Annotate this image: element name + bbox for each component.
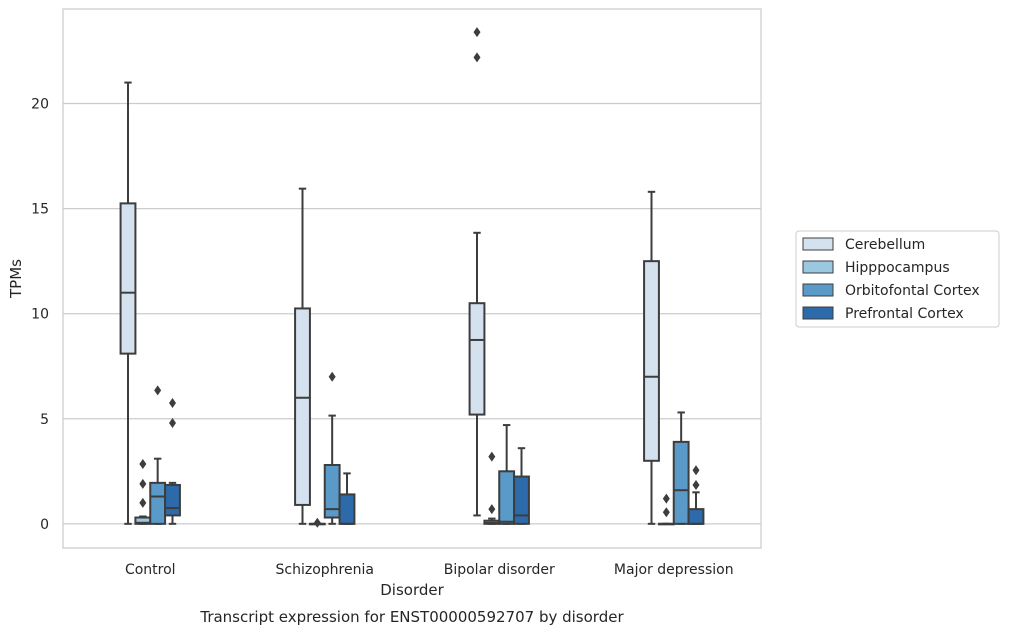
plot-frame [62, 8, 762, 549]
outlier-point [168, 417, 176, 428]
outlier-point [662, 507, 670, 518]
box-prefrontal-cortex [164, 398, 181, 525]
legend-swatch [802, 260, 834, 274]
iqr-box [323, 463, 341, 519]
box-orbitofontal-cortex [672, 411, 690, 525]
iqr-box [643, 260, 660, 462]
outlier-point [168, 398, 176, 409]
x-tick-label: Control [125, 562, 176, 578]
outlier-point [139, 478, 147, 489]
box-prefrontal-cortex [687, 465, 705, 525]
y-tick-label: 20 [31, 97, 49, 113]
iqr-box [513, 475, 530, 525]
x-tick-label: Major depression [614, 562, 734, 578]
y-tick-label: 0 [40, 517, 49, 533]
iqr-box [164, 483, 181, 517]
x-tick-label: Schizophrenia [276, 562, 374, 578]
iqr-box [119, 202, 137, 355]
box-hipppocampus [134, 458, 152, 525]
y-axis-label: TPMs [7, 259, 25, 299]
iqr-box [294, 307, 311, 506]
y-tick-labels: 0 5 10 15 20 [31, 97, 49, 533]
box-cerebellum [643, 190, 660, 525]
iqr-box [338, 493, 356, 525]
legend-frame [795, 230, 1000, 328]
x-tick-label: Bipolar disorder [444, 562, 555, 578]
outlier-point [473, 27, 481, 38]
iqr-box [687, 508, 705, 525]
box-orbitofontal-cortex [323, 371, 341, 525]
box-prefrontal-cortex [338, 472, 356, 525]
outlier-point [139, 497, 147, 508]
outlier-point [154, 385, 162, 396]
legend-swatch [802, 283, 834, 297]
box-orbitofontal-cortex [498, 424, 516, 525]
y-tick-label: 15 [31, 202, 49, 218]
legend-label: Prefrontal Cortex [845, 306, 964, 322]
box-series [119, 27, 705, 528]
iqr-box [468, 302, 486, 416]
box-cerebellum [294, 187, 311, 525]
outlier-point [488, 451, 496, 462]
outlier-point [692, 465, 700, 476]
box-prefrontal-cortex [513, 447, 530, 525]
y-tick-label: 10 [31, 307, 49, 323]
outlier-point [692, 479, 700, 490]
box-hipppocampus [657, 493, 675, 526]
legend-label: Cerebellum [845, 237, 925, 253]
legend-label: Orbitofontal Cortex [845, 283, 980, 299]
legend-label: Hipppocampus [845, 260, 950, 276]
box-orbitofontal-cortex [149, 385, 167, 525]
outlier-point [328, 371, 336, 382]
x-axis-label: Disorder [380, 581, 444, 599]
box-hipppocampus [483, 451, 501, 525]
iqr-box [149, 481, 167, 525]
legend-swatch [802, 306, 834, 320]
outlier-point [488, 504, 496, 515]
outlier-point [662, 493, 670, 504]
outlier-point [139, 458, 147, 469]
outlier-point [473, 52, 481, 63]
y-tick-label: 5 [40, 412, 49, 428]
box-cerebellum [468, 27, 486, 517]
outlier-point [313, 517, 321, 528]
legend-swatch [802, 237, 834, 251]
legend: Cerebellum Hipppocampus Orbitofontal Corte… [795, 230, 1000, 328]
chart-title: Transcript expression for ENST0000059270… [199, 608, 624, 626]
box-cerebellum [119, 81, 137, 525]
x-tick-labels: Control Schizophrenia Bipolar disorder Majo… [125, 562, 734, 578]
iqr-box [498, 470, 516, 525]
box-hipppocampus [308, 517, 326, 528]
iqr-box [672, 440, 690, 525]
